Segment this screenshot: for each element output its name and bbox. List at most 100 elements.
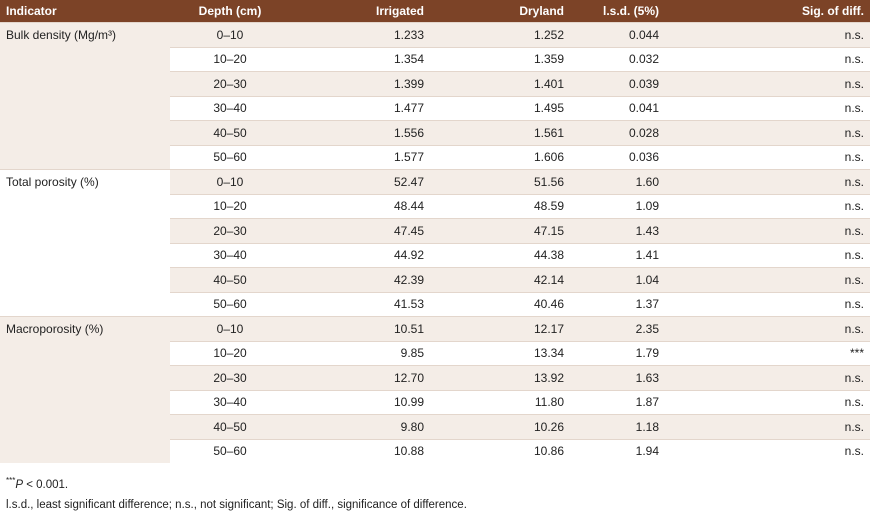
cell: n.s. bbox=[665, 365, 870, 390]
cell: 47.45 bbox=[290, 218, 430, 243]
row: 10–20 48.44 48.59 1.09 n.s. bbox=[0, 193, 870, 219]
cell: 20–30 bbox=[170, 71, 290, 96]
cell: 52.47 bbox=[290, 169, 430, 194]
cell: 1.359 bbox=[430, 46, 570, 72]
cell: 44.38 bbox=[430, 242, 570, 268]
cell: 40–50 bbox=[170, 120, 290, 145]
cell: 1.401 bbox=[430, 71, 570, 96]
cell: 10.99 bbox=[290, 389, 430, 415]
header-cell: l.s.d. (5%) bbox=[570, 0, 665, 23]
header-cell: Dryland bbox=[430, 0, 570, 23]
cell: 1.37 bbox=[570, 291, 665, 317]
cell: n.s. bbox=[665, 71, 870, 96]
cell: 10.86 bbox=[430, 438, 570, 463]
cell: 1.63 bbox=[570, 365, 665, 390]
cell: 1.252 bbox=[430, 22, 570, 47]
header-row: Indicator Depth (cm) Irrigated Dryland l.s.d… bbox=[0, 0, 870, 23]
cell: 0.036 bbox=[570, 144, 665, 170]
cell: 1.477 bbox=[290, 95, 430, 121]
cell: 41.53 bbox=[290, 291, 430, 317]
cell: 1.561 bbox=[430, 120, 570, 145]
cell: n.s. bbox=[665, 169, 870, 194]
cell: n.s. bbox=[665, 316, 870, 341]
cell: 0.028 bbox=[570, 120, 665, 145]
cell: 0.044 bbox=[570, 22, 665, 47]
cell: 50–60 bbox=[170, 291, 290, 317]
cell: 1.87 bbox=[570, 389, 665, 415]
cell: 10–20 bbox=[170, 46, 290, 72]
cell: 0–10 bbox=[170, 316, 290, 341]
cell: 1.233 bbox=[290, 22, 430, 47]
cell: 0–10 bbox=[170, 169, 290, 194]
row: Macroporosity (%) 0–10 10.51 12.17 2.35 n.s. bbox=[0, 316, 870, 463]
cell: 12.70 bbox=[290, 365, 430, 390]
cell: 13.92 bbox=[430, 365, 570, 390]
cell: 1.354 bbox=[290, 46, 430, 72]
row: Bulk density (Mg/m³) 0–10 1.233 1.252 0.044 n… bbox=[0, 22, 870, 170]
cell: 9.80 bbox=[290, 414, 430, 439]
row: 40–50 9.80 10.26 1.18 n.s. bbox=[0, 414, 870, 439]
cell: 9.85 bbox=[290, 340, 430, 366]
cell: 50–60 bbox=[170, 144, 290, 170]
notes: ***P < 0.001. l.s.d., least significant … bbox=[0, 463, 870, 515]
cell: 1.577 bbox=[290, 144, 430, 170]
cell: 1.495 bbox=[430, 95, 570, 121]
cell: 1.79 bbox=[570, 340, 665, 366]
abbreviations: l.s.d., least significant difference; n.… bbox=[6, 498, 467, 511]
cell: 40.46 bbox=[430, 291, 570, 317]
cell: 1.09 bbox=[570, 193, 665, 219]
indicator-cell: Macroporosity (%) bbox=[0, 316, 170, 463]
row: 30–40 10.99 11.80 1.87 n.s. bbox=[0, 389, 870, 415]
header-cell: Irrigated bbox=[290, 0, 430, 23]
row: 50–60 1.577 1.606 0.036 n.s. bbox=[0, 144, 870, 170]
cell: 42.39 bbox=[290, 267, 430, 292]
header-cell: Sig. of diff. bbox=[665, 0, 870, 23]
footnote-marker: *** bbox=[6, 476, 16, 485]
cell: 0.041 bbox=[570, 95, 665, 121]
table-body: Bulk density (Mg/m³) 0–10 1.233 1.252 0.044 n… bbox=[0, 22, 870, 463]
row: 50–60 10.88 10.86 1.94 n.s. bbox=[0, 438, 870, 463]
cell: 10.88 bbox=[290, 438, 430, 463]
cell: 10–20 bbox=[170, 193, 290, 219]
cell: n.s. bbox=[665, 22, 870, 47]
cell: 1.556 bbox=[290, 120, 430, 145]
cell: n.s. bbox=[665, 414, 870, 439]
cell: *** bbox=[665, 340, 870, 366]
cell: 0.032 bbox=[570, 46, 665, 72]
row: 10–20 9.85 13.34 1.79 *** bbox=[0, 340, 870, 366]
cell: 48.59 bbox=[430, 193, 570, 219]
cell: 12.17 bbox=[430, 316, 570, 341]
cell: 40–50 bbox=[170, 267, 290, 292]
cell: 1.43 bbox=[570, 218, 665, 243]
cell: 30–40 bbox=[170, 242, 290, 268]
cell: 30–40 bbox=[170, 95, 290, 121]
cell: n.s. bbox=[665, 193, 870, 219]
cell: n.s. bbox=[665, 144, 870, 170]
cell: n.s. bbox=[665, 267, 870, 292]
row: 30–40 44.92 44.38 1.41 n.s. bbox=[0, 242, 870, 268]
cell: 48.44 bbox=[290, 193, 430, 219]
cell: 1.60 bbox=[570, 169, 665, 194]
cell: 0.039 bbox=[570, 71, 665, 96]
footnote: ***P < 0.001. bbox=[6, 471, 864, 495]
cell: 1.606 bbox=[430, 144, 570, 170]
row: Total porosity (%) 0–10 52.47 51.56 1.60 n.s. bbox=[0, 169, 870, 317]
cell: 2.35 bbox=[570, 316, 665, 341]
cell: n.s. bbox=[665, 438, 870, 463]
cell: 42.14 bbox=[430, 267, 570, 292]
row: 10–20 1.354 1.359 0.032 n.s. bbox=[0, 46, 870, 72]
indicator-cell: Total porosity (%) bbox=[0, 169, 170, 317]
cell: 1.399 bbox=[290, 71, 430, 96]
cell: 20–30 bbox=[170, 365, 290, 390]
cell: n.s. bbox=[665, 218, 870, 243]
cell: 1.41 bbox=[570, 242, 665, 268]
cell: 20–30 bbox=[170, 218, 290, 243]
cell: n.s. bbox=[665, 46, 870, 72]
cell: 10.26 bbox=[430, 414, 570, 439]
cell: 11.80 bbox=[430, 389, 570, 415]
header-cell: Indicator bbox=[0, 0, 170, 23]
cell: n.s. bbox=[665, 291, 870, 317]
cell: 1.94 bbox=[570, 438, 665, 463]
cell: 51.56 bbox=[430, 169, 570, 194]
cell: n.s. bbox=[665, 242, 870, 268]
